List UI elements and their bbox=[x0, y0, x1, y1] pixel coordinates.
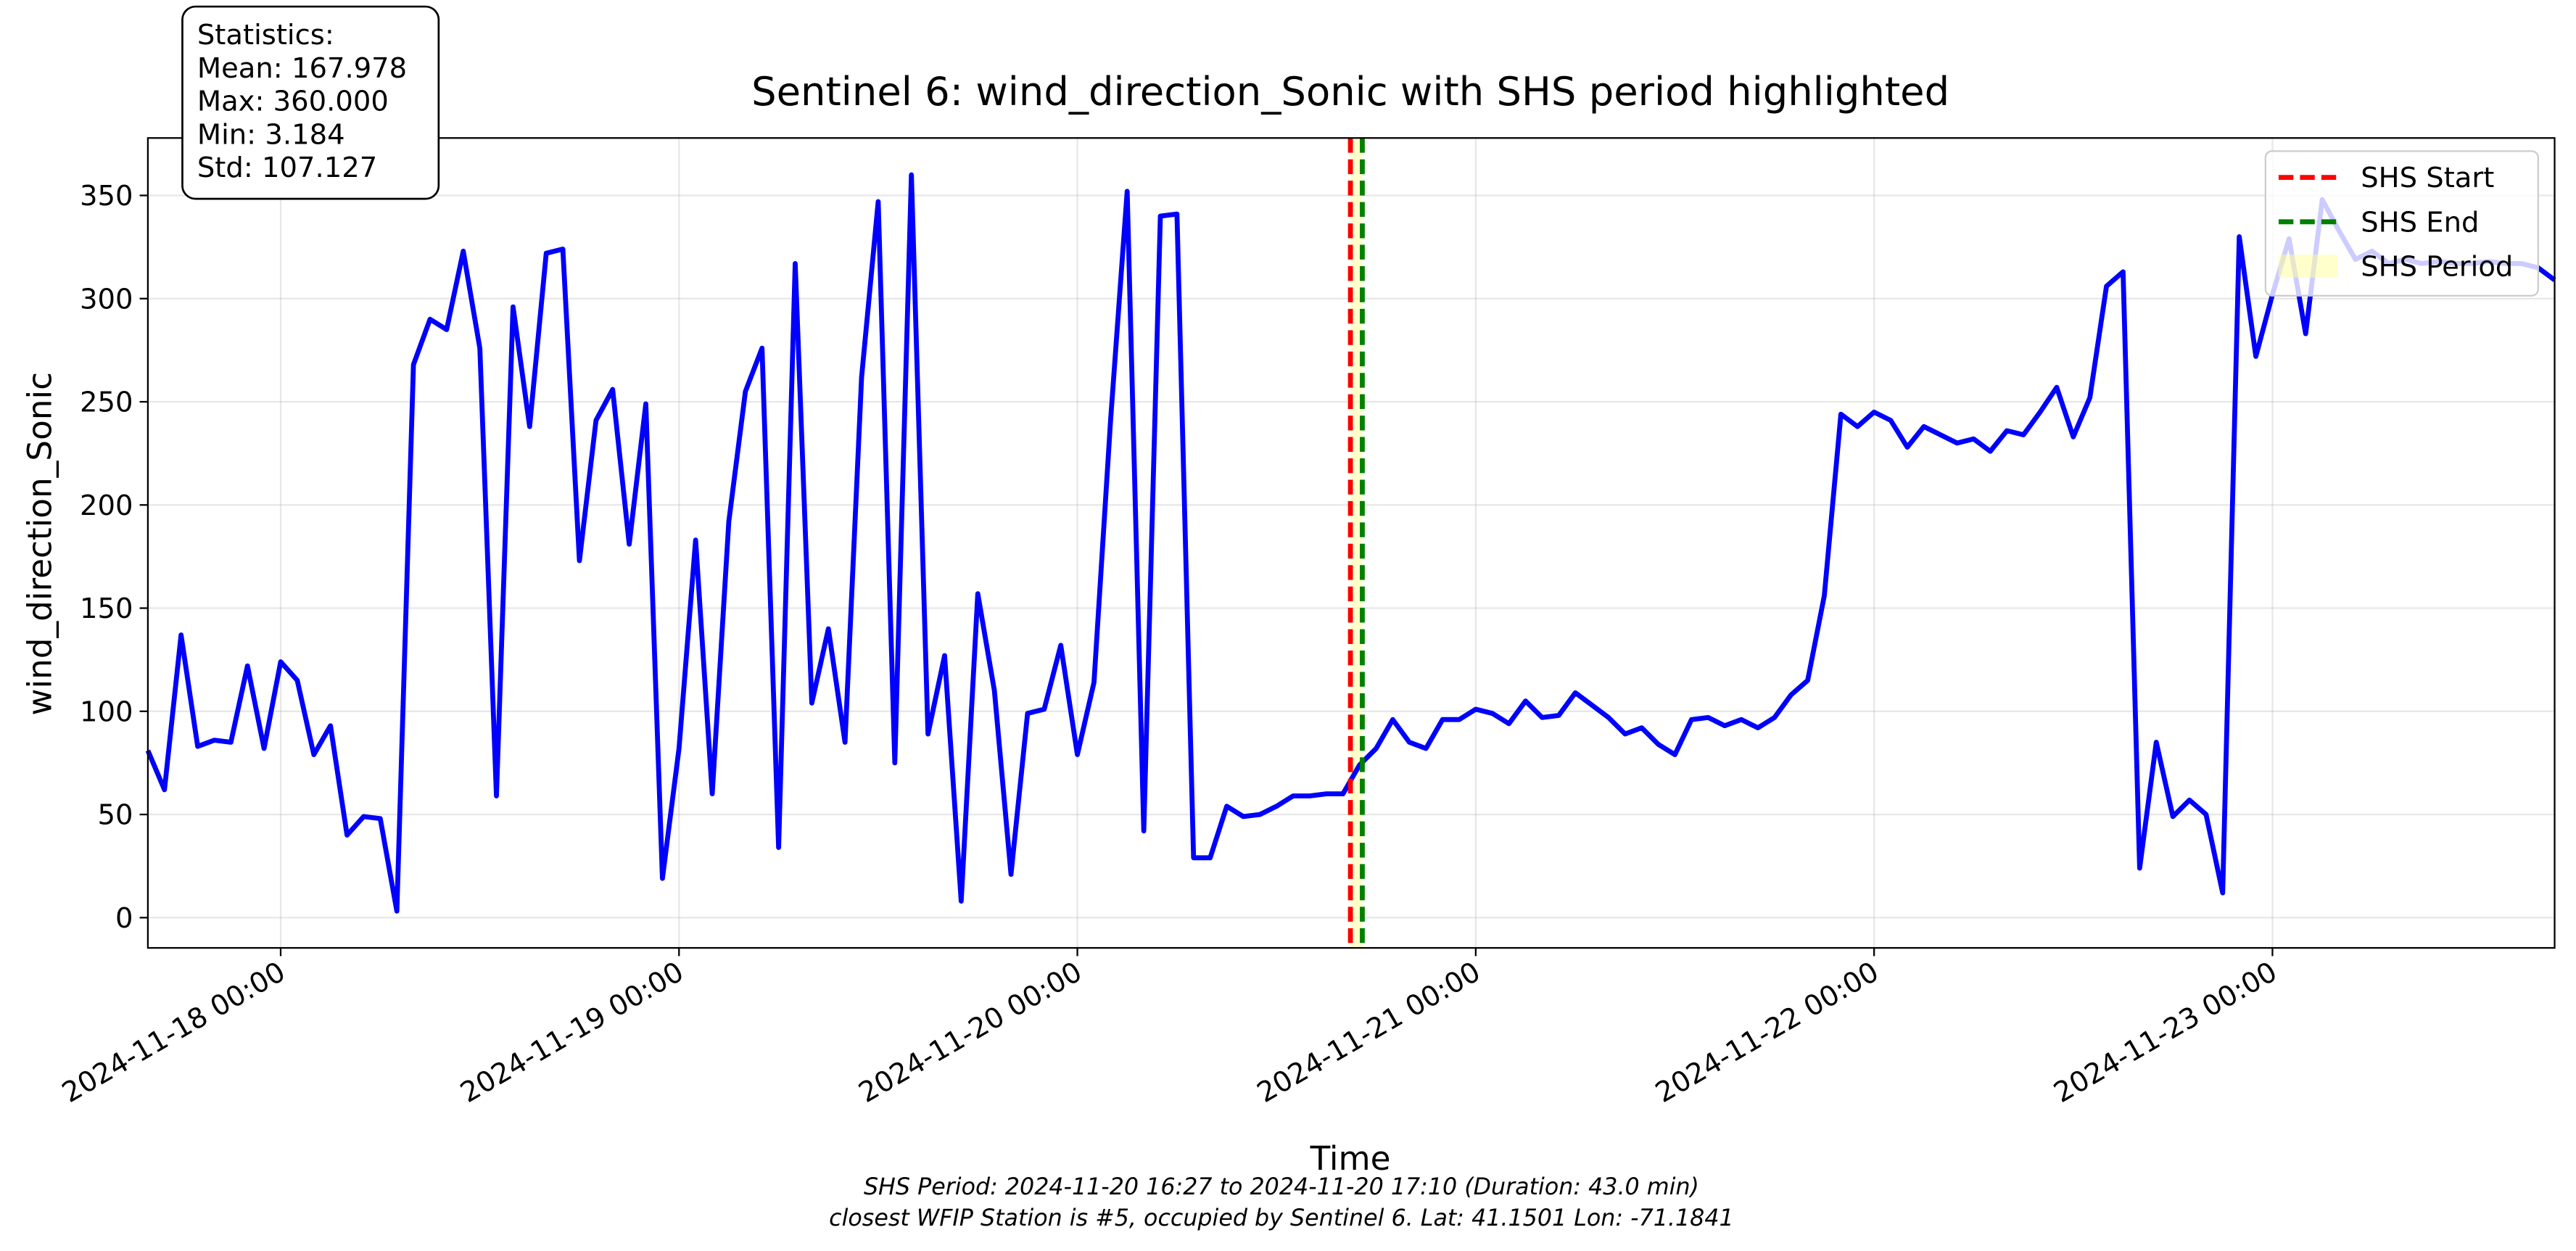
legend-label: SHS Start bbox=[2361, 162, 2494, 194]
stats-line: Mean: 167.978 bbox=[197, 52, 407, 85]
y-axis-label: wind_direction_Sonic bbox=[20, 372, 59, 716]
x-axis-label: Time bbox=[1310, 1139, 1391, 1178]
shs-period bbox=[1350, 138, 1363, 949]
y-tick-label: 200 bbox=[80, 490, 133, 522]
stats-line: Min: 3.184 bbox=[197, 118, 345, 151]
x-tick-label: 2024-11-18 00:00 bbox=[57, 956, 291, 1110]
footnote: closest WFIP Station is #5, occupied by … bbox=[829, 1205, 1734, 1231]
legend-swatch bbox=[2278, 255, 2338, 278]
footnote: SHS Period: 2024-11-20 16:27 to 2024-11-… bbox=[864, 1174, 1699, 1200]
y-tick-label: 100 bbox=[80, 695, 133, 728]
y-tick-label: 150 bbox=[80, 593, 133, 625]
y-tick-label: 300 bbox=[80, 283, 133, 315]
legend: SHS Start SHS End SHS Period bbox=[2264, 150, 2540, 297]
chart-title: Sentinel 6: wind_direction_Sonic with SH… bbox=[751, 69, 1949, 115]
x-tick-label: 2024-11-19 00:00 bbox=[455, 956, 689, 1110]
stats-line: Std: 107.127 bbox=[197, 152, 377, 184]
x-tick-label: 2024-11-20 00:00 bbox=[854, 956, 1088, 1110]
stats-box bbox=[181, 5, 440, 200]
y-tick-label: 50 bbox=[98, 799, 133, 832]
y-tick-label: 0 bbox=[115, 902, 133, 935]
stats-line: Max: 360.000 bbox=[197, 86, 389, 118]
legend-label: SHS Period bbox=[2361, 251, 2513, 284]
y-tick-label: 250 bbox=[80, 387, 133, 419]
stats-line: Statistics: bbox=[197, 19, 334, 51]
legend-label: SHS End bbox=[2361, 206, 2479, 239]
x-tick-label: 2024-11-23 00:00 bbox=[2049, 956, 2283, 1110]
plot-frame bbox=[146, 137, 2556, 949]
x-tick-label: 2024-11-22 00:00 bbox=[1650, 956, 1884, 1110]
x-tick-label: 2024-11-21 00:00 bbox=[1252, 956, 1486, 1110]
y-tick-label: 350 bbox=[80, 180, 133, 212]
